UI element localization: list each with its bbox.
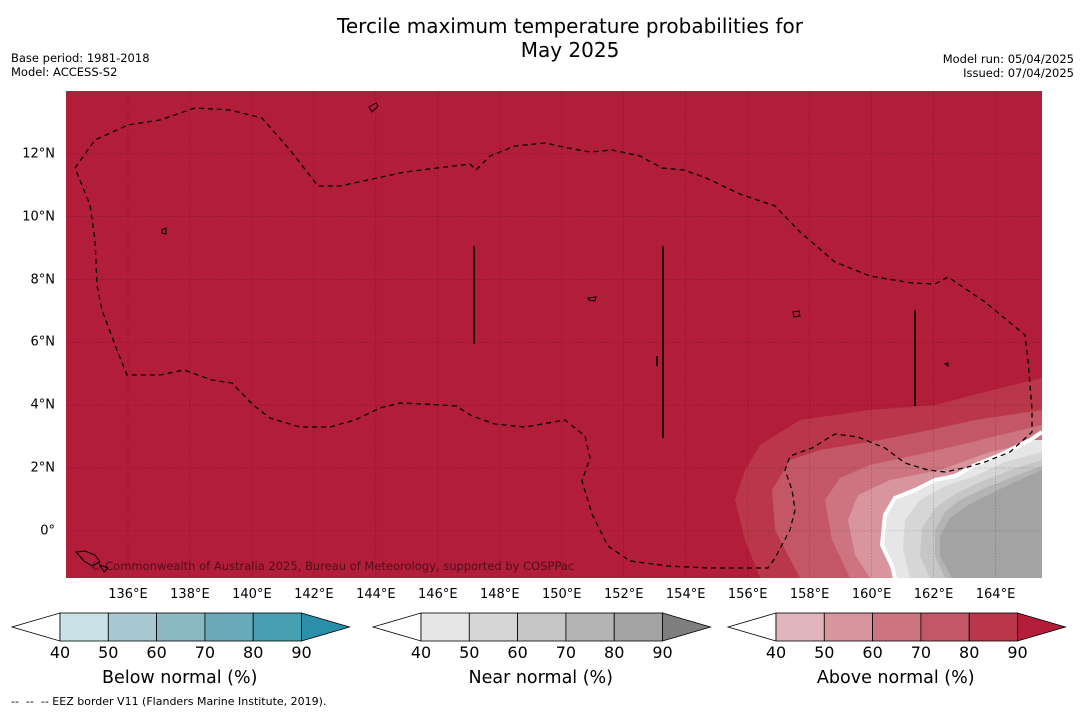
y-tick-label: 12°N: [22, 146, 55, 162]
x-tick-label: 142°E: [294, 587, 334, 602]
colorbar-tick-label: 50: [98, 643, 119, 662]
eez-border: [74, 107, 1033, 569]
colorbar-segment: [107, 612, 158, 642]
graticule: [66, 91, 1042, 578]
y-tick-label: 0°: [40, 523, 55, 539]
colorbar-segment: [920, 612, 970, 642]
x-tick-label: 144°E: [356, 587, 396, 602]
y-tick-label: 10°N: [22, 209, 55, 225]
title-line-1: Tercile maximum temperature probabilitie…: [337, 14, 803, 38]
colorbar-2: [727, 612, 1067, 642]
transect-lines: [473, 246, 916, 438]
colorbar-segment: [517, 612, 567, 642]
colorbar-segment: [968, 612, 1018, 642]
colorbar-segment: [252, 612, 302, 642]
issued-text: Issued: 07/04/2025: [963, 66, 1074, 80]
colorbar-min-extension: [372, 612, 422, 642]
colorbar-segment: [872, 612, 922, 642]
colorbar-1: [372, 612, 712, 642]
colorbar-tick-label: 40: [765, 643, 787, 662]
title-line-2: May 2025: [520, 38, 620, 62]
chart-title: Tercile maximum temperature probabilitie…: [0, 14, 1085, 62]
x-tick-label: 152°E: [603, 587, 644, 602]
colorbar-tick-label: 70: [910, 643, 932, 662]
model-run-info: Model run: 05/04/2025 Issued: 07/04/2025: [943, 52, 1074, 80]
colorbar-tick-label: 90: [1007, 643, 1028, 662]
colorbar-segment: [775, 612, 825, 642]
colorbar-segment: [468, 612, 519, 642]
colorbar-segment: [59, 612, 109, 642]
colorbar-min-extension: [727, 612, 777, 642]
base-period-text: Base period: 1981-2018: [11, 51, 150, 65]
colorbar-tick-label: 70: [194, 643, 216, 662]
x-tick-label: 138°E: [170, 587, 210, 602]
colorbar-segment: [420, 612, 470, 642]
islands: [74, 102, 949, 573]
colorbar-label: Above normal (%): [816, 668, 975, 688]
x-tick-label: 136°E: [108, 587, 148, 602]
colorbar-tick-label: 80: [243, 643, 264, 662]
colorbar-tick-label: 50: [459, 643, 480, 662]
x-tick-label: 164°E: [975, 587, 1016, 602]
colorbar-0: [11, 612, 351, 642]
x-tick-label: 162°E: [913, 587, 954, 602]
model-run-text: Model run: 05/04/2025: [942, 52, 1074, 66]
x-tick-label: 156°E: [727, 587, 768, 602]
colorbar-segment: [156, 612, 206, 642]
y-tick-label: 8°N: [30, 272, 56, 288]
colorbar-label: Near normal (%): [468, 668, 614, 688]
x-tick-label: 150°E: [541, 587, 582, 602]
x-tick-label: 148°E: [480, 587, 520, 602]
colorbar-tick-label: 90: [652, 643, 673, 662]
colorbar-segment: [613, 612, 663, 642]
colorbar-tick-label: 80: [959, 643, 980, 662]
x-tick-label: 146°E: [418, 587, 458, 602]
colorbar-tick-label: 40: [49, 643, 71, 662]
colorbar-max-extension: [301, 612, 351, 642]
model-text: Model: ACCESS-S2: [11, 65, 118, 79]
x-tick-label: 158°E: [789, 587, 830, 602]
colorbar-tick-label: 60: [146, 643, 167, 662]
colorbar-segment: [565, 612, 615, 642]
colorbar-min-extension: [11, 612, 61, 642]
y-tick-label: 6°N: [30, 334, 56, 350]
near-normal-boundary: [879, 430, 1042, 578]
colorbar-max-extension: [1017, 612, 1067, 642]
colorbar-label: Below normal (%): [102, 668, 258, 688]
near-normal-80-region: [940, 470, 1042, 578]
colorbar-tick-label: 80: [604, 643, 625, 662]
colorbar-max-extension: [662, 612, 712, 642]
y-tick-label: 2°N: [30, 460, 56, 476]
eez-footnote: -- -- -- EEZ border V11 (Flanders Marine…: [11, 695, 327, 708]
colorbar-segment: [204, 612, 254, 642]
copyright-notice: © Commonwealth of Australia 2025, Bureau…: [90, 559, 574, 573]
colorbar-tick-label: 60: [507, 643, 528, 662]
base-period-info: Base period: 1981-2018 Model: ACCESS-S2: [11, 51, 150, 79]
x-tick-label: 140°E: [232, 587, 272, 602]
y-tick-label: 4°N: [30, 397, 56, 413]
x-tick-label: 160°E: [851, 587, 892, 602]
colorbar-tick-label: 70: [555, 643, 577, 662]
colorbar-tick-label: 60: [862, 643, 883, 662]
colorbar-tick-label: 50: [814, 643, 835, 662]
colorbar-segment: [823, 612, 874, 642]
x-tick-label: 154°E: [665, 587, 706, 602]
colorbar-tick-label: 40: [410, 643, 432, 662]
colorbar-tick-label: 90: [291, 643, 312, 662]
